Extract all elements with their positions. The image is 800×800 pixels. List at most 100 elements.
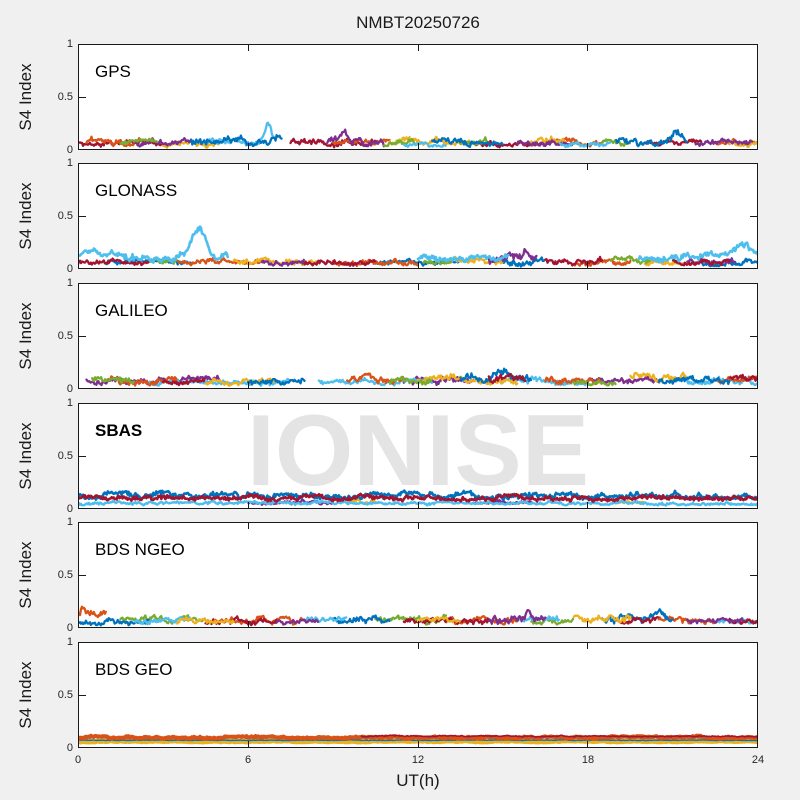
y-axis-label: S4 Index xyxy=(16,541,35,609)
trace xyxy=(728,373,758,382)
panel-label-bds-geo: BDS GEO xyxy=(95,660,173,679)
trace xyxy=(686,616,745,625)
axes-box xyxy=(78,403,758,509)
trace xyxy=(275,618,320,626)
y-axis-label: S4 Index xyxy=(16,661,35,729)
watermark-text: IONISE xyxy=(246,403,590,507)
trace xyxy=(360,734,758,738)
trace xyxy=(388,375,433,386)
trace xyxy=(119,137,159,146)
traces-plot-sbas xyxy=(78,403,758,509)
traces-plot-bds-geo xyxy=(78,642,758,748)
y-tick-label: 0 xyxy=(66,263,73,275)
trace xyxy=(728,617,758,625)
trace xyxy=(133,615,193,626)
trace xyxy=(78,733,758,741)
trace xyxy=(544,375,604,386)
panel-label-sbas: SBAS xyxy=(95,421,143,440)
trace xyxy=(637,241,758,264)
trace xyxy=(303,259,377,267)
trace xyxy=(516,139,575,147)
y-tick-label: 1 xyxy=(66,277,73,289)
trace xyxy=(382,137,419,148)
panel-label-glonass: GLONASS xyxy=(95,181,178,200)
y-tick-label: 1 xyxy=(66,516,73,528)
trace xyxy=(530,617,575,626)
traces-plot-glonass xyxy=(78,163,758,269)
y-axis-label: S4 Index xyxy=(16,182,35,250)
trace xyxy=(416,373,519,386)
axes-box xyxy=(78,522,758,628)
trace xyxy=(326,128,386,148)
trace xyxy=(78,257,150,267)
panel-bds-ngeo: BDS NGEO xyxy=(78,522,758,628)
panel-glonass: GLONASS xyxy=(78,163,758,269)
y-tick-label: 0.5 xyxy=(57,689,73,701)
y-axis-label: S4 Index xyxy=(16,302,35,370)
y-axis-label: S4 Index xyxy=(16,63,35,131)
y-tick-label: 1 xyxy=(66,636,73,648)
trace xyxy=(176,616,235,625)
y-tick-label: 0.5 xyxy=(57,330,73,342)
trace xyxy=(416,616,461,624)
traces-plot-gps xyxy=(78,44,758,150)
trace xyxy=(487,372,527,385)
x-tick-label: 18 xyxy=(581,754,595,766)
trace xyxy=(78,499,758,507)
x-tick-label: 6 xyxy=(244,754,252,766)
trace xyxy=(558,140,612,149)
trace xyxy=(246,377,306,386)
trace xyxy=(615,616,660,625)
axes-box xyxy=(78,44,758,150)
y-tick-label: 0.5 xyxy=(57,210,73,222)
traces-plot-bds-ngeo xyxy=(78,522,758,628)
panel-bds-geo: BDS GEO xyxy=(78,642,758,748)
trace xyxy=(346,372,405,386)
trace xyxy=(133,137,193,148)
trace xyxy=(657,374,731,386)
trace xyxy=(161,377,206,387)
trace xyxy=(431,137,504,148)
trace xyxy=(331,614,391,625)
y-tick-label: 1 xyxy=(66,157,73,169)
trace xyxy=(572,379,617,387)
axes-box xyxy=(78,642,758,748)
trace xyxy=(78,738,758,745)
trace xyxy=(487,609,547,626)
panel-label-bds-ngeo: BDS NGEO xyxy=(95,540,185,559)
trace xyxy=(85,135,142,148)
trace xyxy=(544,255,604,267)
y-tick-label: 0.5 xyxy=(57,91,73,103)
trace xyxy=(615,129,688,148)
panel-gps: GPS xyxy=(78,44,758,150)
y-tick-label: 1 xyxy=(66,397,73,409)
trace xyxy=(91,376,135,385)
y-tick-label: 1 xyxy=(66,38,73,50)
x-tick-label: 24 xyxy=(751,754,765,766)
trace xyxy=(78,225,229,264)
panel-galileo: GALILEO xyxy=(78,283,758,389)
trace xyxy=(289,137,376,149)
trace xyxy=(78,492,758,503)
trace xyxy=(671,258,731,267)
trace xyxy=(402,141,447,148)
chart-title: NMBT20250726 xyxy=(356,13,480,32)
y-tick-label: 0 xyxy=(66,383,73,395)
x-tick-label: 0 xyxy=(74,754,82,766)
y-tick-label: 0 xyxy=(66,742,73,754)
trace xyxy=(78,738,758,742)
trace xyxy=(572,614,632,624)
y-axis-label: S4 Index xyxy=(16,422,35,490)
trace xyxy=(78,605,107,619)
x-axis-label: UT(h) xyxy=(396,771,440,790)
y-tick-label: 0 xyxy=(66,622,73,634)
panel-label-galileo: GALILEO xyxy=(95,301,168,320)
trace xyxy=(416,253,510,264)
axes-box xyxy=(78,283,758,389)
axes-box xyxy=(78,163,758,269)
trace xyxy=(303,615,348,623)
panel-label-gps: GPS xyxy=(95,62,131,81)
trace xyxy=(190,134,283,148)
x-tick-label: 12 xyxy=(411,754,425,766)
